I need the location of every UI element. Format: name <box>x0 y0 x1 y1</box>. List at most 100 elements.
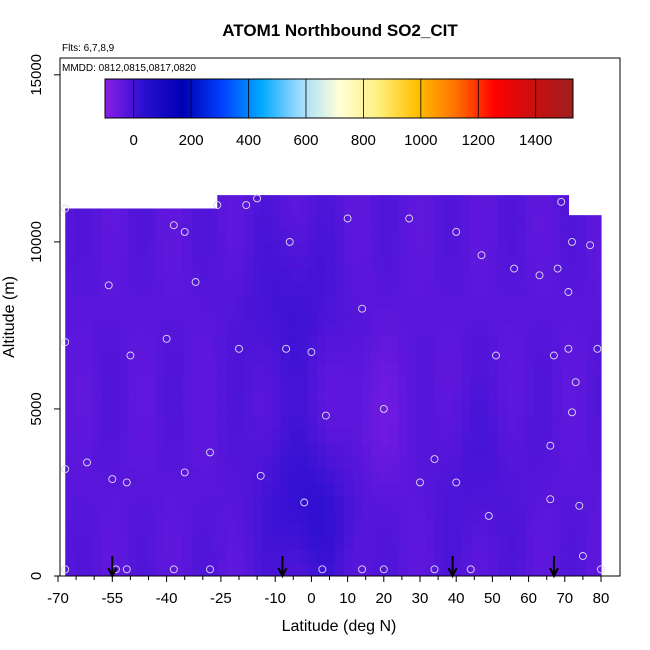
colorbar-tick-label: 1400 <box>519 132 552 149</box>
heatmap-cell <box>191 241 202 256</box>
heatmap-cell <box>343 442 354 457</box>
heatmap-cell <box>173 415 184 430</box>
heatmap-cell <box>128 308 139 323</box>
heatmap-cell <box>316 228 327 243</box>
heatmap-cell <box>506 215 517 230</box>
data-point <box>122 478 131 487</box>
heatmap-cell <box>235 295 246 310</box>
heatmap-cell <box>407 402 417 417</box>
heatmap-cell <box>561 495 570 510</box>
data-point <box>452 478 461 487</box>
heatmap-cell <box>443 495 454 510</box>
heatmap-cell <box>316 335 327 350</box>
heatmap-cell <box>280 268 291 283</box>
heatmap-cell <box>101 522 112 537</box>
heatmap-cell <box>271 308 282 323</box>
heatmap-cell <box>92 308 103 323</box>
heatmap-cell <box>316 255 327 270</box>
heatmap-cell <box>353 255 363 270</box>
x-tick-label: 50 <box>484 590 501 607</box>
heatmap-cell <box>191 208 202 216</box>
x-tick-label: -10 <box>264 590 286 607</box>
heatmap-cell <box>577 335 588 350</box>
heatmap-cell <box>461 495 472 510</box>
heatmap-cell <box>316 362 327 377</box>
heatmap-cell <box>253 469 264 484</box>
data-point <box>285 237 294 246</box>
data-point <box>571 378 580 387</box>
heatmap-cell <box>244 482 255 497</box>
heatmap-cell <box>425 442 436 457</box>
heatmap-cell <box>325 562 336 576</box>
heatmap-cell <box>262 482 273 497</box>
heatmap-cell <box>389 388 399 403</box>
heatmap-cell <box>488 215 499 230</box>
heatmap-cell <box>343 522 354 537</box>
sample-points <box>61 194 605 574</box>
heatmap-cell <box>416 348 427 363</box>
heatmap-cell <box>371 295 381 310</box>
heatmap-cell <box>452 268 463 283</box>
x-tick-label: -55 <box>101 590 123 607</box>
heatmap-cell <box>235 402 246 417</box>
heatmap-cell <box>452 549 463 564</box>
heatmap-cell <box>461 322 472 337</box>
heatmap-cell <box>298 308 309 323</box>
heatmap-cell <box>443 428 454 443</box>
heatmap-cell <box>371 535 381 550</box>
heatmap-cell <box>434 281 445 296</box>
heatmap-cell <box>506 195 517 203</box>
heatmap-cell <box>155 281 166 296</box>
heatmap-cell <box>262 308 273 323</box>
heatmap-cell <box>298 348 309 363</box>
heatmap-cell <box>137 228 148 243</box>
heatmap-cell <box>389 308 399 323</box>
heatmap-cell <box>289 308 300 323</box>
heatmap-cell <box>128 535 139 550</box>
heatmap-cell <box>343 469 354 484</box>
heatmap-cell <box>334 428 345 443</box>
heatmap-cell <box>217 522 227 537</box>
heatmap-cell <box>164 469 175 484</box>
heatmap-cell <box>343 415 354 430</box>
heatmap-cell <box>210 482 218 497</box>
heatmap-cell <box>262 469 273 484</box>
heatmap-cell <box>552 402 562 417</box>
heatmap-cell <box>543 268 553 283</box>
heatmap-cell <box>92 562 103 576</box>
heatmap-cell <box>210 348 218 363</box>
heatmap-cell <box>534 388 544 403</box>
heatmap-cell <box>452 482 463 497</box>
heatmap-cell <box>534 201 544 216</box>
heatmap-cell <box>316 428 327 443</box>
heatmap-cell <box>353 535 363 550</box>
heatmap-cell <box>217 348 227 363</box>
heatmap-cell <box>244 469 255 484</box>
heatmap-cell <box>182 375 193 390</box>
heatmap-cell <box>110 215 121 230</box>
heatmap-cell <box>595 348 602 363</box>
heatmap-cell <box>595 308 602 323</box>
heatmap-cell <box>173 281 184 296</box>
heatmap-cell <box>552 228 562 243</box>
heatmap-cell <box>200 495 211 510</box>
heatmap-cell <box>434 255 445 270</box>
heatmap-cell <box>425 388 436 403</box>
heatmap-cell <box>146 442 157 457</box>
heatmap-cell <box>235 442 246 457</box>
heatmap-cell <box>362 281 372 296</box>
heatmap-cell <box>470 268 481 283</box>
heatmap-cell <box>325 495 336 510</box>
heatmap-cell <box>191 495 202 510</box>
heatmap-cell <box>110 522 121 537</box>
heatmap-cell <box>552 469 562 484</box>
heatmap-cell <box>524 509 535 524</box>
heatmap-cell <box>479 428 490 443</box>
heatmap-cell <box>173 295 184 310</box>
heatmap-cell <box>74 469 84 484</box>
heatmap-cell <box>380 522 390 537</box>
heatmap-cell <box>137 241 148 256</box>
heatmap-cell <box>210 428 218 443</box>
heatmap-cell <box>307 495 318 510</box>
